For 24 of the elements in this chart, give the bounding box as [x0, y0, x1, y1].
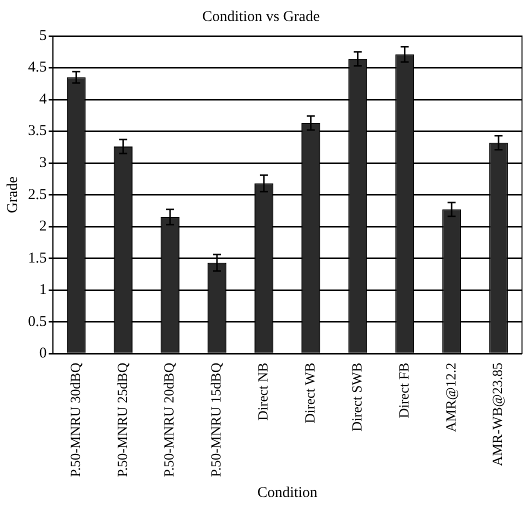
- x-tick-label: P.50-MNRU 15dBQ: [210, 362, 225, 478]
- x-tick-label: Direct WB: [304, 362, 319, 424]
- y-tick-label: 5: [39, 28, 47, 44]
- y-tick-label: 3: [39, 154, 47, 171]
- x-tick-label: AMR-WB@23.85: [491, 362, 506, 466]
- y-tick-label: 4.5: [28, 60, 47, 76]
- y-tick-label: 2: [39, 218, 47, 235]
- y-tick-label: 1.5: [28, 250, 47, 266]
- x-tick-label: P.50-MNRU 25dBQ: [116, 362, 131, 478]
- x-tick-label: Direct FB: [397, 362, 412, 418]
- x-tick-label: P.50-MNRU 30dBQ: [68, 362, 84, 478]
- y-tick-label: 3.5: [28, 123, 47, 140]
- x-axis-title: Condition: [257, 484, 318, 501]
- y-tick-label: 4: [39, 91, 48, 108]
- y-tick-label: 1: [39, 282, 47, 298]
- x-tick-label: P.50-MNRU 20dBQ: [162, 362, 178, 478]
- y-tick-label: 0: [39, 346, 47, 362]
- y-axis-title: Grade: [4, 176, 21, 214]
- chart-title: Condition vs Grade: [202, 8, 320, 25]
- x-tick-label: AMR@12.2: [444, 362, 460, 432]
- x-tick-label: Direct NB: [256, 362, 272, 421]
- x-tick-label: Direct SWB: [350, 362, 366, 432]
- y-tick-label: 0.5: [28, 314, 47, 330]
- y-tick-label: 2.5: [28, 186, 47, 203]
